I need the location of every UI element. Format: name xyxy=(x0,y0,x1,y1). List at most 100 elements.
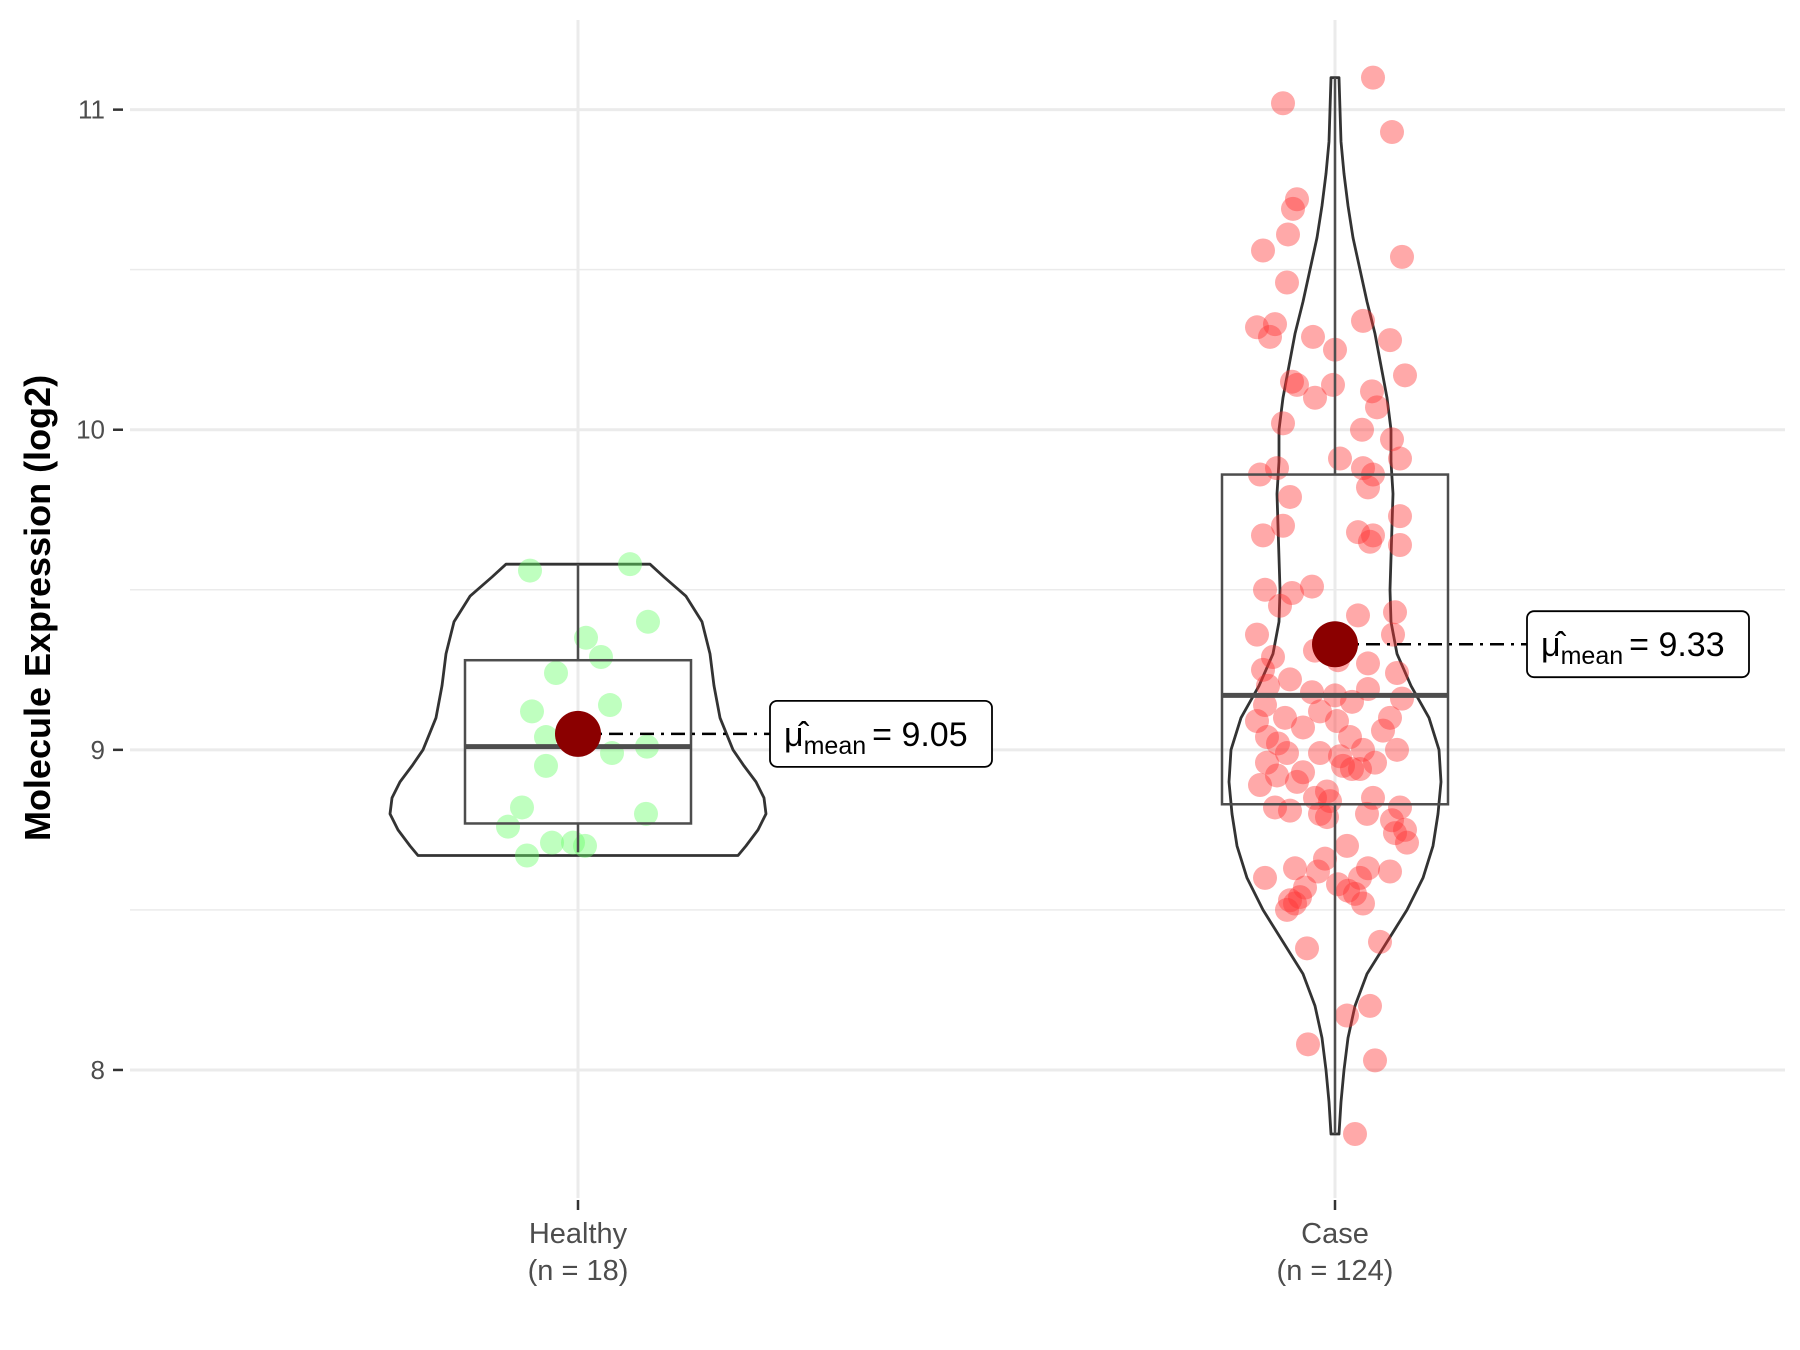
case-point xyxy=(1363,1048,1387,1073)
y-tick-label: 10 xyxy=(76,415,105,445)
case-point xyxy=(1321,372,1345,397)
case-point xyxy=(1308,699,1332,724)
case-box xyxy=(1220,473,1450,806)
healthy-violin xyxy=(388,562,768,857)
healthy-count-label: (n = 18) xyxy=(528,1255,629,1287)
healthy-point xyxy=(510,795,534,820)
case-point xyxy=(1273,705,1297,730)
healthy-point xyxy=(518,558,542,583)
case-point xyxy=(1288,885,1312,910)
case-point xyxy=(1280,369,1304,394)
case-point xyxy=(1388,532,1412,557)
case-point xyxy=(1388,795,1412,820)
case-point xyxy=(1291,715,1315,740)
data-points xyxy=(496,65,1419,1146)
healthy-point xyxy=(636,609,660,634)
case-point xyxy=(1346,520,1370,545)
case-point xyxy=(1275,270,1299,295)
case-point xyxy=(1350,417,1374,442)
healthy-point xyxy=(573,833,597,858)
healthy-point xyxy=(574,625,598,650)
case-point xyxy=(1295,936,1319,961)
case-point xyxy=(1283,891,1307,916)
case-point xyxy=(1263,795,1287,820)
case-point xyxy=(1278,484,1302,509)
case-point xyxy=(1285,769,1309,794)
case-point xyxy=(1248,773,1272,798)
case-point xyxy=(1381,622,1405,647)
mean-equals: = xyxy=(1629,626,1658,664)
case-point xyxy=(1390,244,1414,269)
case-point xyxy=(1276,222,1300,247)
case-point xyxy=(1258,324,1282,349)
healthy-point xyxy=(618,552,642,577)
case-point xyxy=(1361,65,1385,90)
case-point xyxy=(1278,667,1302,692)
healthy-box xyxy=(463,658,693,825)
case-point xyxy=(1300,680,1324,705)
case-point xyxy=(1251,238,1275,263)
case-point xyxy=(1371,718,1395,743)
healthy-point xyxy=(634,801,658,826)
case-point xyxy=(1283,856,1307,881)
case-point xyxy=(1303,385,1327,410)
case-point xyxy=(1261,645,1285,670)
y-tick-label: 9 xyxy=(91,735,105,765)
mean-subscript: mean xyxy=(804,732,867,760)
case-point xyxy=(1266,731,1290,756)
case-point xyxy=(1365,395,1389,420)
case-point xyxy=(1348,757,1372,782)
case-point xyxy=(1358,529,1382,554)
y-tick-label: 11 xyxy=(78,95,105,125)
case-point xyxy=(1315,779,1339,804)
case-point xyxy=(1356,475,1380,500)
case-point xyxy=(1388,446,1412,471)
boxplots xyxy=(463,77,1450,1134)
case-point xyxy=(1395,830,1419,855)
case-point xyxy=(1361,523,1385,548)
mean-value: 9.05 xyxy=(901,716,967,754)
case-point xyxy=(1301,324,1325,349)
y-tick-label: 8 xyxy=(91,1055,105,1085)
case-point xyxy=(1275,897,1299,922)
case-point xyxy=(1328,446,1352,471)
case-point xyxy=(1263,312,1287,337)
healthy-category-label: Healthy xyxy=(529,1218,628,1250)
case-point xyxy=(1328,744,1352,769)
case-point xyxy=(1281,196,1305,221)
case-point xyxy=(1255,725,1279,750)
case-point xyxy=(1393,363,1417,388)
case-point xyxy=(1385,737,1409,762)
case-category-label: Case xyxy=(1301,1218,1369,1250)
case-point xyxy=(1300,574,1324,599)
case-point xyxy=(1278,888,1302,913)
case-point xyxy=(1291,760,1315,785)
case-point xyxy=(1378,705,1402,730)
case-point xyxy=(1251,657,1275,682)
case-point xyxy=(1280,580,1304,605)
case-mean-label-box xyxy=(1526,610,1750,679)
case-point xyxy=(1336,878,1360,903)
case-point xyxy=(1271,411,1295,436)
case-point xyxy=(1346,603,1370,628)
healthy-point xyxy=(496,814,520,839)
y-axis-label: Molecule Expression (log2) xyxy=(17,375,58,841)
case-point xyxy=(1356,856,1380,881)
case-point xyxy=(1380,808,1404,833)
case-point xyxy=(1308,741,1332,766)
case-point xyxy=(1388,504,1412,529)
case-point xyxy=(1245,622,1269,647)
case-point xyxy=(1245,315,1269,340)
case-point xyxy=(1355,801,1379,826)
healthy-point xyxy=(544,661,568,686)
healthy-mean-label: μ̂mean = 9.05 xyxy=(784,716,968,760)
healthy-point xyxy=(515,843,539,868)
case-point xyxy=(1351,737,1375,762)
case-point xyxy=(1393,817,1417,842)
case-point xyxy=(1271,513,1295,538)
mean-subscript: mean xyxy=(1561,642,1624,670)
case-point xyxy=(1356,651,1380,676)
case-point xyxy=(1315,805,1339,830)
